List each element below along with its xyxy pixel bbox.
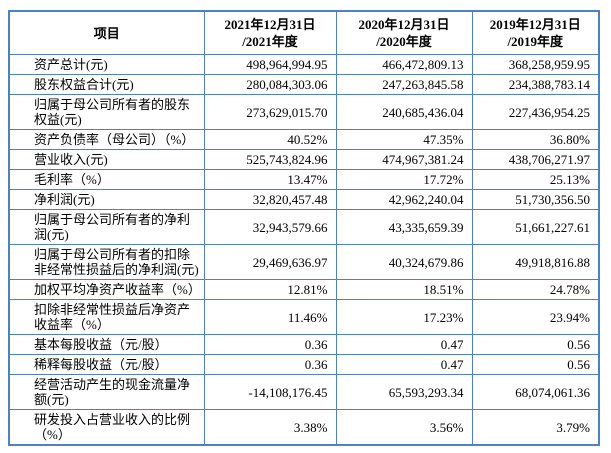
row-label: 归属于母公司所有者的扣除 非经常性损益后的净利润(元) — [8, 244, 205, 280]
cell-2019: 0.56 — [471, 334, 600, 355]
row-label: 基本每股收益（元/股） — [8, 334, 205, 355]
cell-2020: 240,685,436.04 — [335, 94, 473, 130]
table-row: 基本每股收益（元/股） 0.36 0.47 0.56 — [8, 334, 600, 355]
cell-2021: 0.36 — [203, 334, 337, 355]
row-label: 资产负债率（母公司）（%） — [8, 129, 205, 150]
cell-2019: 51,730,356.50 — [471, 189, 600, 210]
cell-2019: 368,258,959.95 — [471, 54, 600, 75]
table-row: 稀释每股收益（元/股） 0.36 0.47 0.56 — [8, 354, 600, 375]
table-row: 归属于母公司所有者的股东 权益(元) 273,629,015.70 240,68… — [8, 94, 600, 130]
cell-2021: 498,964,994.95 — [203, 54, 337, 75]
table-row: 资产总计(元) 498,964,994.95 466,472,809.13 36… — [8, 54, 600, 75]
table-row: 归属于母公司所有者的净利 润(元) 32,943,579.66 43,335,6… — [8, 209, 600, 245]
table-row: 股东权益合计(元) 280,084,303.06 247,263,845.58 … — [8, 74, 600, 95]
cell-2019: 68,074,061.36 — [471, 374, 600, 410]
table-row: 资产负债率（母公司）（%） 40.52% 47.35% 36.80% — [8, 129, 600, 150]
row-label: 资产总计(元) — [8, 54, 205, 75]
table-row: 扣除非经常性损益后净资产 收益率（%） 11.46% 17.23% 23.94% — [8, 299, 600, 335]
column-header-2020: 2020年12月31日 /2020年度 — [335, 10, 473, 55]
table-row: 毛利率（%） 13.47% 17.72% 25.13% — [8, 169, 600, 190]
cell-2021: 273,629,015.70 — [203, 94, 337, 130]
row-label: 净利润(元) — [8, 189, 205, 210]
cell-2019: 51,661,227.61 — [471, 209, 600, 245]
cell-2020: 466,472,809.13 — [335, 54, 473, 75]
cell-2019: 49,918,816.88 — [471, 244, 600, 280]
cell-2020: 17.72% — [335, 169, 473, 190]
cell-2019: 227,436,954.25 — [471, 94, 600, 130]
cell-2019: 25.13% — [471, 169, 600, 190]
column-header-2021: 2021年12月31日 /2021年度 — [203, 10, 337, 55]
cell-2020: 42,962,240.04 — [335, 189, 473, 210]
cell-2020: 40,324,679.86 — [335, 244, 473, 280]
cell-2021: 12.81% — [203, 279, 337, 300]
cell-2019: 24.78% — [471, 279, 600, 300]
financial-summary: 项目 2021年12月31日 /2021年度 2020年12月31日 /2020… — [8, 10, 600, 446]
table-row: 营业收入(元) 525,743,824.96 474,967,381.24 43… — [8, 149, 600, 170]
cell-2019: 3.79% — [471, 409, 600, 446]
cell-2021: 11.46% — [203, 299, 337, 335]
cell-2021: 32,943,579.66 — [203, 209, 337, 245]
cell-2021: 280,084,303.06 — [203, 74, 337, 95]
cell-2020: 0.47 — [335, 334, 473, 355]
cell-2021: 29,469,636.97 — [203, 244, 337, 280]
cell-2020: 65,593,293.34 — [335, 374, 473, 410]
table-row: 加权平均净资产收益率（%） 12.81% 18.51% 24.78% — [8, 279, 600, 300]
column-header-2019: 2019年12月31日 /2019年度 — [471, 10, 600, 55]
cell-2021: 40.52% — [203, 129, 337, 150]
cell-2020: 474,967,381.24 — [335, 149, 473, 170]
header-row: 项目 2021年12月31日 /2021年度 2020年12月31日 /2020… — [8, 10, 600, 55]
column-header-item: 项目 — [8, 10, 205, 55]
row-label: 毛利率（%） — [8, 169, 205, 190]
row-label: 营业收入(元) — [8, 149, 205, 170]
table-row: 研发投入占营业收入的比例 （%） 3.38% 3.56% 3.79% — [8, 409, 600, 446]
cell-2019: 23.94% — [471, 299, 600, 335]
cell-2019: 234,388,783.14 — [471, 74, 600, 95]
table-row: 经营活动产生的现金流量净 额(元) -14,108,176.45 65,593,… — [8, 374, 600, 410]
row-label: 归属于母公司所有者的股东 权益(元) — [8, 94, 205, 130]
row-label: 加权平均净资产收益率（%） — [8, 279, 205, 300]
row-label: 研发投入占营业收入的比例 （%） — [8, 409, 205, 446]
cell-2019: 0.56 — [471, 354, 600, 375]
cell-2020: 247,263,845.58 — [335, 74, 473, 95]
row-label: 扣除非经常性损益后净资产 收益率（%） — [8, 299, 205, 335]
row-label: 稀释每股收益（元/股） — [8, 354, 205, 375]
row-label: 经营活动产生的现金流量净 额(元) — [8, 374, 205, 410]
cell-2021: -14,108,176.45 — [203, 374, 337, 410]
row-label: 归属于母公司所有者的净利 润(元) — [8, 209, 205, 245]
cell-2020: 43,335,659.39 — [335, 209, 473, 245]
cell-2021: 13.47% — [203, 169, 337, 190]
cell-2020: 3.56% — [335, 409, 473, 446]
cell-2019: 438,706,271.97 — [471, 149, 600, 170]
table-row: 净利润(元) 32,820,457.48 42,962,240.04 51,73… — [8, 189, 600, 210]
cell-2020: 18.51% — [335, 279, 473, 300]
cell-2019: 36.80% — [471, 129, 600, 150]
cell-2021: 3.38% — [203, 409, 337, 446]
row-label: 股东权益合计(元) — [8, 74, 205, 95]
cell-2020: 47.35% — [335, 129, 473, 150]
cell-2021: 32,820,457.48 — [203, 189, 337, 210]
cell-2020: 0.47 — [335, 354, 473, 375]
table-row: 归属于母公司所有者的扣除 非经常性损益后的净利润(元) 29,469,636.9… — [8, 244, 600, 280]
financial-summary-table: 项目 2021年12月31日 /2021年度 2020年12月31日 /2020… — [8, 10, 600, 446]
cell-2020: 17.23% — [335, 299, 473, 335]
cell-2021: 525,743,824.96 — [203, 149, 337, 170]
cell-2021: 0.36 — [203, 354, 337, 375]
